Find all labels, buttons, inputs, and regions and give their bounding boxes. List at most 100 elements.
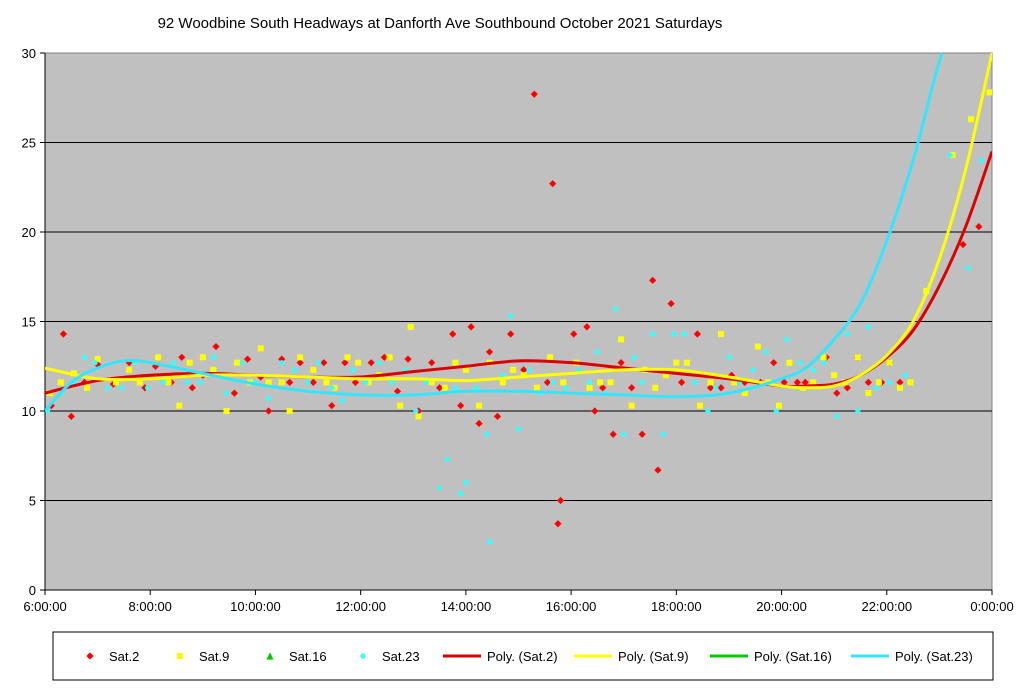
point-sat-23 bbox=[305, 379, 311, 385]
point-sat-9 bbox=[386, 354, 393, 361]
point-sat-2 bbox=[649, 276, 657, 284]
point-sat-2 bbox=[677, 378, 686, 386]
point-sat-2 bbox=[94, 360, 102, 369]
point-sat-9 bbox=[310, 366, 317, 373]
point-sat-9 bbox=[854, 354, 861, 361]
point-sat-23 bbox=[363, 379, 369, 385]
point-sat-9 bbox=[673, 359, 680, 366]
point-sat-23 bbox=[576, 367, 582, 373]
point-sat-2 bbox=[485, 348, 494, 356]
point-sat-23 bbox=[223, 390, 230, 396]
point-sat-2 bbox=[638, 430, 646, 438]
point-sat-2 bbox=[717, 384, 725, 392]
point-sat-2 bbox=[393, 387, 402, 395]
point-sat-9 bbox=[896, 384, 903, 391]
point-sat-2 bbox=[351, 378, 360, 386]
point-sat-2 bbox=[706, 384, 715, 392]
point-sat-2 bbox=[599, 384, 607, 392]
point-sat-2 bbox=[591, 407, 599, 415]
y-tick-label: 10 bbox=[22, 404, 36, 419]
point-sat-23 bbox=[339, 397, 345, 403]
point-sat-2 bbox=[286, 378, 294, 386]
point-sat-23 bbox=[713, 385, 719, 391]
point-sat-9 bbox=[786, 359, 793, 366]
point-sat-9 bbox=[586, 384, 593, 391]
point-sat-2 bbox=[570, 330, 578, 338]
point-sat-23 bbox=[197, 379, 203, 385]
point-sat-23 bbox=[639, 379, 645, 385]
point-sat-2 bbox=[341, 359, 349, 367]
legend-label-sat-16: Sat.16 bbox=[289, 649, 327, 664]
point-sat-9 bbox=[278, 379, 285, 386]
point-sat-23 bbox=[376, 360, 382, 366]
chart-title: 92 Woodbine South Headways at Danforth A… bbox=[158, 15, 723, 32]
y-tick-label: 5 bbox=[29, 494, 36, 509]
point-sat-9 bbox=[286, 408, 293, 414]
point-sat-9 bbox=[510, 366, 517, 373]
point-sat-2 bbox=[793, 378, 801, 386]
point-sat-23 bbox=[586, 379, 593, 385]
point-sat-23 bbox=[444, 456, 451, 462]
point-sat-2 bbox=[404, 355, 412, 363]
point-sat-9 bbox=[662, 372, 669, 379]
point-sat-9 bbox=[234, 359, 241, 366]
point-sat-9 bbox=[344, 354, 351, 361]
x-tick-label: 12:00:00 bbox=[335, 599, 386, 614]
legend-label-poly-sat-16: Poly. (Sat.16) bbox=[754, 649, 832, 664]
point-sat-9 bbox=[113, 379, 120, 386]
point-sat-23 bbox=[210, 354, 216, 360]
point-sat-23 bbox=[978, 157, 985, 163]
point-sat-2 bbox=[467, 323, 475, 331]
point-sat-2 bbox=[507, 330, 515, 338]
point-sat-2 bbox=[617, 359, 625, 367]
point-sat-9 bbox=[165, 379, 172, 386]
point-sat-23 bbox=[563, 385, 569, 391]
point-sat-9 bbox=[628, 402, 635, 409]
trendline-poly-sat-23 bbox=[45, 53, 944, 413]
point-sat-2 bbox=[328, 402, 336, 410]
x-tick-label: 18:00:00 bbox=[651, 599, 702, 614]
point-sat-9 bbox=[210, 366, 217, 373]
legend-label-sat-9: Sat.9 bbox=[199, 649, 229, 664]
point-sat-23 bbox=[865, 324, 871, 330]
point-sat-23 bbox=[692, 379, 698, 385]
point-sat-9 bbox=[462, 366, 469, 373]
point-sat-2 bbox=[549, 180, 557, 188]
legend-marker-sat-9 bbox=[177, 653, 183, 659]
point-sat-23 bbox=[508, 313, 514, 319]
point-sat-2 bbox=[667, 300, 675, 308]
point-sat-2 bbox=[264, 407, 273, 415]
point-sat-9 bbox=[820, 354, 827, 361]
point-sat-9 bbox=[355, 359, 362, 366]
point-sat-9 bbox=[257, 345, 264, 352]
point-sat-9 bbox=[155, 354, 162, 361]
point-sat-23 bbox=[350, 367, 356, 373]
x-tick-label: 16:00:00 bbox=[546, 599, 597, 614]
point-sat-2 bbox=[212, 342, 220, 351]
point-sat-2 bbox=[449, 330, 457, 338]
point-sat-23 bbox=[144, 385, 151, 391]
point-sat-9 bbox=[683, 359, 690, 366]
point-sat-23 bbox=[834, 413, 840, 419]
legend-label-poly-sat-23: Poly. (Sat.23) bbox=[895, 649, 973, 664]
point-sat-9 bbox=[886, 359, 893, 366]
point-sat-23 bbox=[631, 354, 637, 360]
point-sat-9 bbox=[560, 379, 567, 386]
legend: Sat.2 Sat.9 Sat.16 Sat.23 Poly. (Sat.2) Poly.… bbox=[52, 631, 994, 681]
point-sat-23 bbox=[473, 385, 480, 391]
point-sat-9 bbox=[547, 354, 554, 361]
point-sat-9 bbox=[907, 379, 914, 386]
point-sat-23 bbox=[184, 379, 190, 385]
point-sat-23 bbox=[279, 360, 285, 366]
x-tick-label: 22:00:00 bbox=[861, 599, 912, 614]
legend-label-poly-sat-2: Poly. (Sat.2) bbox=[487, 649, 558, 664]
point-sat-23 bbox=[844, 331, 850, 337]
point-sat-23 bbox=[797, 360, 803, 366]
point-sat-2 bbox=[67, 412, 75, 420]
point-sat-2 bbox=[896, 378, 904, 386]
legend-marker-sat-16 bbox=[266, 652, 274, 660]
point-sat-2 bbox=[801, 378, 809, 386]
point-sat-23 bbox=[784, 336, 790, 342]
plot-area: 0 5 10 15 20 25 30 6:00:00 8:00:00 10:00:00 12:00:… bbox=[22, 46, 1014, 614]
